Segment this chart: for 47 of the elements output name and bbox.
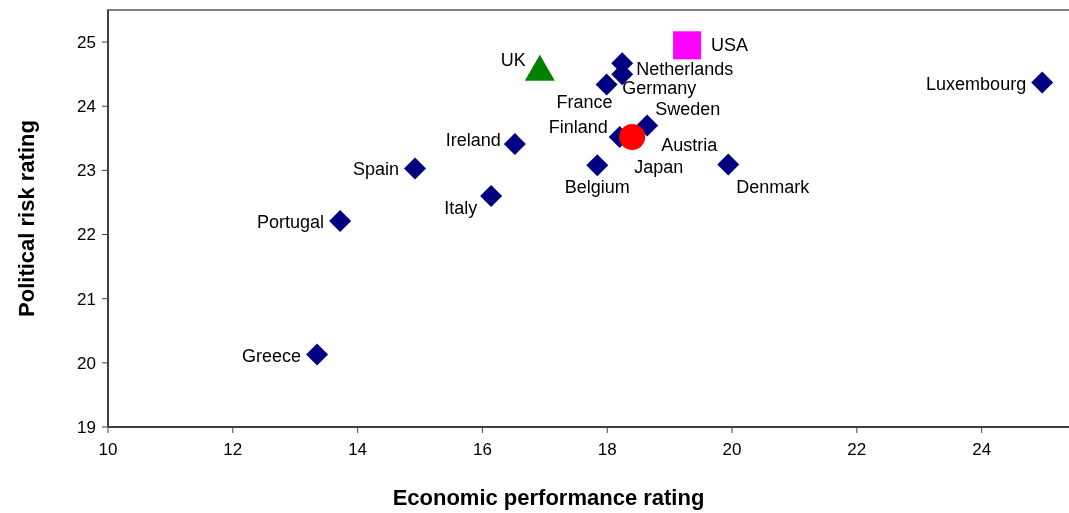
- y-axis-title: Political risk rating: [14, 120, 39, 317]
- point: [586, 154, 609, 177]
- y-tick-label: 19: [77, 417, 96, 437]
- annotation: Austria: [661, 135, 719, 156]
- annotation: Ireland: [445, 130, 501, 151]
- point: [636, 114, 659, 137]
- x-tick-label: 12: [223, 440, 243, 459]
- point: [503, 133, 526, 156]
- annotation: Luxembourg: [926, 74, 1027, 95]
- annotation: Netherlands: [636, 59, 734, 80]
- point: [717, 153, 740, 176]
- annotation: France: [556, 92, 613, 113]
- x-tick-label: 20: [722, 440, 742, 459]
- y-tick-label: 22: [77, 225, 96, 245]
- x-tick-label: 18: [597, 440, 617, 459]
- point: [619, 124, 646, 150]
- y-tick-label: 24: [77, 97, 96, 117]
- annotation: Spain: [352, 159, 400, 180]
- point: [306, 343, 329, 366]
- point: [673, 31, 702, 60]
- annotation: Sweden: [655, 99, 721, 120]
- y-tick-label: 21: [77, 289, 96, 309]
- series-label: Japan: [634, 157, 684, 178]
- annotation: Greece: [242, 345, 302, 366]
- point: [524, 54, 555, 81]
- annotation: Denmark: [736, 176, 811, 197]
- point: [480, 185, 503, 208]
- x-tick-label: 22: [847, 440, 867, 459]
- y-tick-label: 23: [77, 161, 96, 181]
- point: [329, 210, 352, 233]
- y-tick-label: 25: [77, 33, 96, 53]
- series-label: USA: [711, 35, 749, 56]
- annotation: Finland: [548, 117, 608, 138]
- x-axis-title: Economic performance rating: [392, 485, 705, 510]
- x-tick-label: 10: [98, 440, 118, 459]
- point: [1031, 71, 1054, 94]
- annotation: Germany: [622, 78, 697, 99]
- x-tick-label: 14: [348, 440, 368, 459]
- point: [404, 157, 427, 180]
- series-label: UK: [500, 49, 526, 70]
- annotation: Portugal: [257, 212, 325, 233]
- y-tick-label: 20: [77, 353, 96, 373]
- annotation: Italy: [444, 198, 478, 219]
- point: [595, 73, 618, 96]
- x-tick-label: 16: [472, 440, 492, 459]
- x-tick-label: 24: [972, 440, 992, 459]
- annotation: Belgium: [564, 177, 630, 198]
